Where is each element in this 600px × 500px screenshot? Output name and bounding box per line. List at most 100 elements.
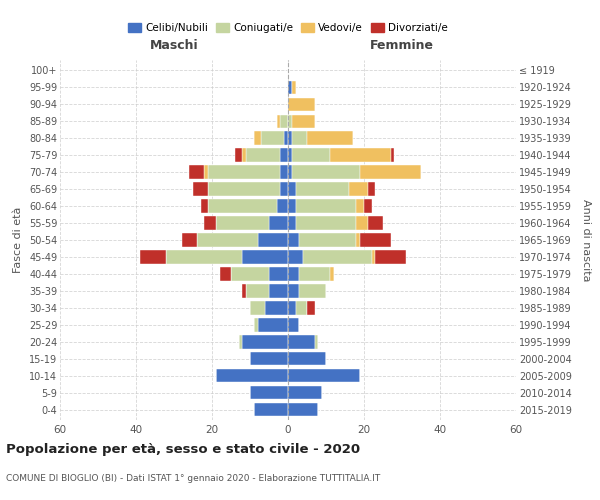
Bar <box>235 148 242 162</box>
Bar <box>288 318 299 332</box>
Bar <box>284 132 288 144</box>
Text: Popolazione per età, sesso e stato civile - 2020: Popolazione per età, sesso e stato civil… <box>6 442 360 456</box>
Bar <box>288 148 292 162</box>
Bar <box>307 302 314 314</box>
Text: COMUNE DI BIOGLIO (BI) - Dati ISTAT 1° gennaio 2020 - Elaborazione TUTTITALIA.IT: COMUNE DI BIOGLIO (BI) - Dati ISTAT 1° g… <box>6 474 380 483</box>
Bar <box>254 132 262 144</box>
Bar <box>250 386 288 400</box>
Bar <box>364 200 371 212</box>
Bar <box>288 250 303 264</box>
Bar <box>288 216 296 230</box>
Bar <box>193 182 208 196</box>
Bar <box>296 302 307 314</box>
Text: Femmine: Femmine <box>370 40 434 52</box>
Bar <box>257 318 288 332</box>
Bar <box>288 114 292 128</box>
Bar <box>292 80 296 94</box>
Bar <box>220 268 231 280</box>
Bar <box>330 268 334 280</box>
Bar <box>356 200 364 212</box>
Bar <box>216 216 269 230</box>
Bar <box>277 114 280 128</box>
Bar <box>376 250 406 264</box>
Bar <box>250 302 265 314</box>
Bar <box>140 250 166 264</box>
Bar <box>205 166 208 178</box>
Bar <box>288 98 314 111</box>
Bar <box>292 148 330 162</box>
Bar <box>257 234 288 246</box>
Bar <box>205 216 216 230</box>
Bar <box>254 403 288 416</box>
Bar <box>288 403 319 416</box>
Bar <box>292 132 307 144</box>
Bar <box>216 369 288 382</box>
Bar <box>242 148 246 162</box>
Bar <box>314 336 319 348</box>
Bar <box>292 114 314 128</box>
Bar <box>356 234 360 246</box>
Bar <box>262 132 284 144</box>
Bar <box>231 268 269 280</box>
Bar <box>356 216 368 230</box>
Bar <box>269 268 288 280</box>
Bar <box>280 114 288 128</box>
Bar <box>280 166 288 178</box>
Bar <box>368 182 376 196</box>
Bar <box>288 80 292 94</box>
Bar <box>200 200 208 212</box>
Bar <box>250 352 288 366</box>
Bar <box>303 250 371 264</box>
Bar <box>330 148 391 162</box>
Bar <box>368 216 383 230</box>
Bar <box>166 250 242 264</box>
Bar <box>208 200 277 212</box>
Bar <box>182 234 197 246</box>
Bar <box>208 166 280 178</box>
Bar <box>371 250 376 264</box>
Bar <box>288 166 292 178</box>
Bar <box>288 302 296 314</box>
Bar <box>299 234 356 246</box>
Bar <box>277 200 288 212</box>
Bar <box>242 250 288 264</box>
Bar <box>307 132 353 144</box>
Bar <box>288 234 299 246</box>
Bar <box>288 284 299 298</box>
Bar <box>208 182 280 196</box>
Bar <box>242 284 246 298</box>
Bar <box>246 148 280 162</box>
Bar <box>254 318 257 332</box>
Bar <box>296 182 349 196</box>
Bar <box>280 182 288 196</box>
Bar <box>296 216 356 230</box>
Bar <box>349 182 368 196</box>
Bar <box>288 182 296 196</box>
Bar <box>189 166 205 178</box>
Bar <box>288 352 326 366</box>
Bar <box>288 336 314 348</box>
Y-axis label: Fasce di età: Fasce di età <box>13 207 23 273</box>
Bar <box>299 284 326 298</box>
Bar <box>391 148 394 162</box>
Bar <box>360 166 421 178</box>
Bar <box>296 200 356 212</box>
Bar <box>360 234 391 246</box>
Bar <box>299 268 330 280</box>
Bar <box>288 386 322 400</box>
Y-axis label: Anni di nascita: Anni di nascita <box>581 198 591 281</box>
Legend: Celibi/Nubili, Coniugati/e, Vedovi/e, Divorziati/e: Celibi/Nubili, Coniugati/e, Vedovi/e, Di… <box>124 18 452 37</box>
Bar <box>288 200 296 212</box>
Bar <box>280 148 288 162</box>
Bar <box>246 284 269 298</box>
Bar <box>242 336 288 348</box>
Bar <box>269 216 288 230</box>
Bar <box>265 302 288 314</box>
Bar <box>288 369 360 382</box>
Bar <box>239 336 242 348</box>
Text: Maschi: Maschi <box>149 40 199 52</box>
Bar <box>269 284 288 298</box>
Bar <box>292 166 360 178</box>
Bar <box>288 132 292 144</box>
Bar <box>288 268 299 280</box>
